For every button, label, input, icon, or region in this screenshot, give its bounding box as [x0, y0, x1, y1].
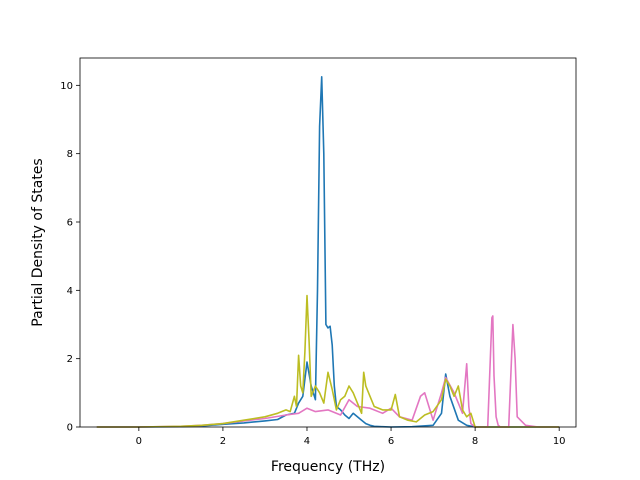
y-tick-label: 10 [60, 81, 73, 92]
y-tick-label: 4 [67, 286, 73, 297]
y-tick-label: 8 [67, 149, 73, 160]
plot-frame [79, 57, 577, 428]
series-line-3 [96, 294, 560, 428]
x-axis-label: Frequency (THz) [271, 459, 385, 475]
y-tick-label: 2 [67, 354, 73, 365]
x-tick-label: 2 [220, 436, 226, 447]
y-axis-label: Partial Density of States [30, 158, 46, 326]
y-tick-label: 0 [67, 423, 73, 434]
series-layer [96, 76, 560, 428]
x-tick-label: 8 [472, 436, 478, 447]
x-tick-label: 4 [304, 436, 310, 447]
x-axis: 0 2 4 6 8 10 [136, 427, 566, 447]
x-tick-label: 0 [136, 436, 142, 447]
x-tick-label: 6 [388, 436, 394, 447]
x-tick-label: 10 [553, 436, 566, 447]
y-tick-label: 6 [67, 218, 73, 229]
y-axis: 0 2 4 6 8 10 [60, 81, 80, 434]
